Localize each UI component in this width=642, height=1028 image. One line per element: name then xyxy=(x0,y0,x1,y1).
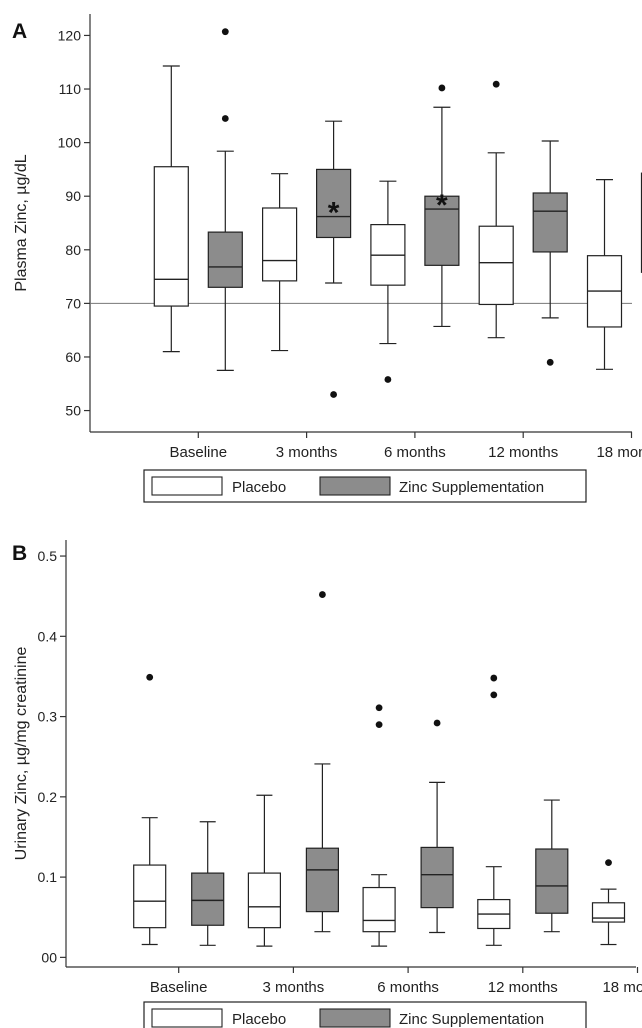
legend-label: Placebo xyxy=(232,1011,286,1028)
box-iqr xyxy=(424,195,460,266)
box-iqr xyxy=(247,872,281,929)
box-iqr xyxy=(262,207,298,282)
x-tick-label: 18 months xyxy=(602,979,642,996)
y-tick-label: 0.1 xyxy=(38,869,58,885)
outlier-point xyxy=(605,859,612,867)
y-tick-label: 0.3 xyxy=(38,709,58,725)
panel-label: A xyxy=(12,20,27,43)
legend-label: Zinc Supplementation xyxy=(399,1011,544,1028)
legend-label: Placebo xyxy=(232,479,286,496)
box-iqr xyxy=(153,166,189,307)
outlier-point xyxy=(221,115,229,122)
box-iqr xyxy=(305,847,339,913)
box-iqr xyxy=(207,231,243,288)
box-iqr xyxy=(532,192,568,253)
legend-label: Zinc Supplementation xyxy=(399,479,544,496)
y-tick-label: 0.5 xyxy=(38,548,58,564)
y-tick-label: 50 xyxy=(65,403,81,419)
x-tick-label: Baseline xyxy=(150,979,208,996)
legend-swatch xyxy=(151,476,223,496)
box-iqr xyxy=(362,886,396,933)
legend-swatch xyxy=(319,1008,391,1028)
y-tick-label: 90 xyxy=(65,188,81,204)
y-tick-label: 60 xyxy=(65,349,81,365)
significance-marker: * xyxy=(328,197,340,230)
outlier-point xyxy=(146,673,154,681)
x-tick-label: 6 months xyxy=(377,979,439,996)
y-tick-label: 00 xyxy=(41,949,57,965)
outlier-point xyxy=(490,691,498,699)
x-tick-label: 12 months xyxy=(488,444,558,461)
outlier-point xyxy=(433,719,441,727)
y-axis-label: Plasma Zinc, µg/dL xyxy=(13,154,30,291)
box-iqr xyxy=(591,902,626,923)
outlier-point xyxy=(490,674,498,682)
y-tick-label: 110 xyxy=(59,81,82,97)
box-iqr xyxy=(420,846,454,909)
y-tick-label: 70 xyxy=(65,295,81,311)
y-tick-label: 100 xyxy=(58,135,82,151)
outlier-point xyxy=(330,391,337,398)
y-axis-label: Urinary Zinc, µg/mg creatinine xyxy=(13,647,30,861)
y-tick-label: 0.2 xyxy=(38,789,58,805)
x-tick-label: 3 months xyxy=(276,444,338,461)
y-tick-label: 0.4 xyxy=(38,628,58,644)
x-tick-label: Baseline xyxy=(170,444,228,461)
outlier-point xyxy=(546,358,554,366)
legend-swatch xyxy=(151,1008,223,1028)
outlier-point xyxy=(375,704,383,712)
outlier-point xyxy=(384,376,392,383)
box-iqr xyxy=(133,864,167,929)
panel-label: B xyxy=(12,542,27,565)
y-tick-label: 120 xyxy=(58,27,82,43)
box-iqr xyxy=(535,848,569,914)
outlier-point xyxy=(438,84,446,92)
outlier-point xyxy=(375,721,383,729)
outlier-point xyxy=(492,80,500,88)
x-tick-label: 6 months xyxy=(384,444,446,461)
outlier-point xyxy=(221,28,229,36)
x-tick-label: 12 months xyxy=(488,979,558,996)
box-iqr xyxy=(478,225,514,306)
y-tick-label: 80 xyxy=(65,242,81,258)
significance-marker: * xyxy=(436,189,448,222)
x-tick-label: 3 months xyxy=(263,979,325,996)
outlier-point xyxy=(319,591,326,598)
box-iqr xyxy=(191,872,225,926)
legend-swatch xyxy=(319,476,391,496)
box-iqr xyxy=(316,168,352,239)
x-tick-label: 18 months xyxy=(596,444,642,461)
